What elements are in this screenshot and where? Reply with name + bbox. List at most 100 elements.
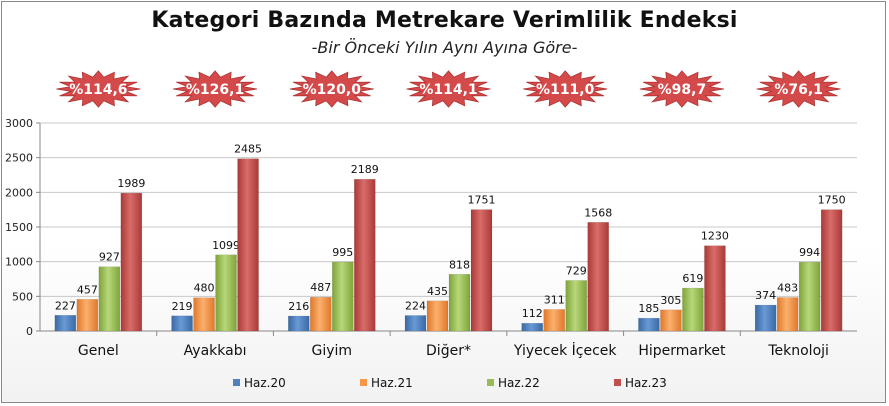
chart-subtitle: -Bir Önceki Yılın Aynı Ayına Göre- <box>311 38 578 57</box>
data-label: 2485 <box>234 143 262 156</box>
data-label: 435 <box>427 285 448 298</box>
bar <box>820 209 843 332</box>
badge-star <box>56 70 141 108</box>
data-label: 227 <box>55 299 76 312</box>
badge-label: %111,0 <box>536 82 595 98</box>
bar <box>543 309 565 332</box>
badge-label: %120,0 <box>303 82 362 98</box>
data-label: 1230 <box>701 230 729 243</box>
x-tick-label: Teknoloji <box>767 343 829 359</box>
badge-star <box>173 70 258 108</box>
badge-label: %98,7 <box>658 82 707 98</box>
data-label: 305 <box>660 294 681 307</box>
data-label: 927 <box>99 251 120 264</box>
data-label: 1750 <box>818 194 846 207</box>
data-label: 729 <box>566 264 587 277</box>
data-label: 219 <box>172 300 193 313</box>
badge-star <box>289 70 374 108</box>
bar <box>587 222 609 332</box>
data-label: 112 <box>522 307 543 320</box>
data-label: 1989 <box>117 177 145 190</box>
data-label: 457 <box>77 283 98 296</box>
bar <box>776 297 799 332</box>
legend: Haz.20 Haz.21 Haz.22 Haz.23 <box>233 376 667 390</box>
y-tick-label: 0 <box>26 325 33 338</box>
x-tick-label: Genel <box>78 343 119 359</box>
badge-star <box>756 70 841 108</box>
bar <box>288 315 310 332</box>
bar <box>565 280 587 332</box>
x-tick-label: Yiyecek İçecek <box>513 341 617 359</box>
badges: %114,6 %126,1 %120,0 %114,1 %111,0 %98,7 %76,1 <box>56 70 841 108</box>
data-label: 483 <box>777 282 798 295</box>
bar <box>704 245 726 332</box>
data-label: 311 <box>544 293 565 306</box>
data-label: 994 <box>799 246 820 259</box>
legend-swatch <box>233 379 240 386</box>
data-label: 224 <box>405 299 426 312</box>
legend-label: Haz.20 <box>244 376 286 390</box>
chart-title: Kategori Bazında Metrekare Verimlilik En… <box>151 8 738 33</box>
data-label: 1568 <box>584 206 612 219</box>
data-label: 480 <box>194 282 215 295</box>
bar <box>638 317 660 332</box>
data-label: 995 <box>332 246 353 259</box>
bar <box>470 209 493 332</box>
x-tick-label: Giyim <box>312 343 353 359</box>
badge-star <box>406 70 491 108</box>
badge-label: %114,1 <box>419 82 477 98</box>
data-label: 1751 <box>468 194 496 207</box>
badge-label: %76,1 <box>774 82 823 98</box>
x-tick-label: Diğer* <box>426 343 471 359</box>
legend-label: Haz.22 <box>498 376 540 390</box>
bar <box>310 296 332 332</box>
bar <box>237 158 259 332</box>
data-label: 185 <box>638 302 659 315</box>
badge-star <box>523 70 608 108</box>
bar <box>404 315 427 332</box>
y-tick-label: 1500 <box>5 221 33 234</box>
bar <box>798 261 821 332</box>
legend-swatch <box>614 379 621 386</box>
bar <box>426 300 449 332</box>
bar <box>682 287 704 332</box>
y-axis: 0 500 1000 1500 2000 2500 3000 Genel Ayakkabı Giy… <box>5 117 829 359</box>
legend-swatch <box>360 379 367 386</box>
badge-label: %126,1 <box>186 82 244 98</box>
legend-swatch <box>487 379 494 386</box>
gridlines <box>40 122 857 332</box>
y-tick-label: 1000 <box>5 256 33 269</box>
y-tick-label: 3000 <box>5 117 33 130</box>
y-tick-label: 2500 <box>5 152 33 165</box>
data-label: 216 <box>288 300 309 313</box>
badge-label: %114,6 <box>69 82 127 98</box>
data-label: 1099 <box>212 239 240 252</box>
bar <box>193 297 215 332</box>
bar <box>754 304 777 332</box>
bar <box>448 274 471 332</box>
bar <box>98 266 121 332</box>
bar <box>660 309 682 332</box>
data-label: 818 <box>449 258 470 271</box>
bar <box>54 315 77 332</box>
data-label: 487 <box>310 281 331 294</box>
legend-label: Haz.23 <box>625 376 667 390</box>
y-tick-label: 2000 <box>5 186 33 199</box>
data-label: 2189 <box>351 163 379 176</box>
data-label: 374 <box>755 289 776 302</box>
legend-label: Haz.21 <box>371 376 413 390</box>
bar <box>76 299 99 332</box>
bar <box>120 192 143 332</box>
bar <box>332 261 354 332</box>
data-label: 619 <box>682 272 703 285</box>
bar <box>354 178 376 332</box>
bar <box>171 315 193 332</box>
bar <box>521 322 543 332</box>
badge-star <box>639 70 724 108</box>
y-tick-label: 500 <box>12 290 33 303</box>
x-tick-label: Hipermarket <box>638 343 726 359</box>
x-tick-label: Ayakkabı <box>184 343 247 359</box>
